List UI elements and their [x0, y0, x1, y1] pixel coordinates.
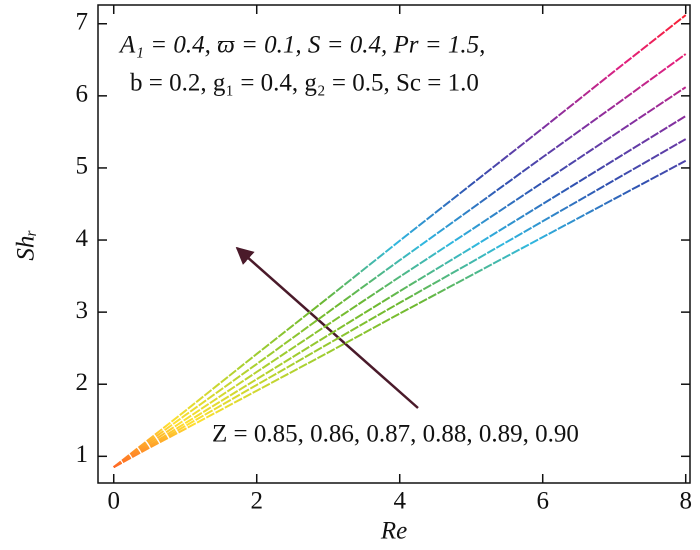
y-tick-label: 3 [76, 297, 89, 324]
y-tick-label: 6 [76, 81, 89, 108]
y-tick-label: 2 [76, 369, 89, 396]
line [113, 14, 687, 468]
y-tick-label: 7 [76, 8, 89, 35]
x-tick-label: 6 [536, 488, 549, 515]
arrow [235, 246, 419, 409]
y-tick-label: 1 [76, 441, 89, 468]
plot-frame [97, 4, 691, 484]
line [113, 138, 687, 469]
line [113, 159, 687, 469]
line [113, 53, 687, 468]
y-tick-label: 4 [76, 225, 89, 252]
x-tick-label: 4 [393, 488, 406, 515]
annotation: Z = 0.85, 0.86, 0.87, 0.88, 0.89, 0.90 [212, 421, 579, 448]
annotation: b = 0.2, g₁ = 0.4, g₂ = 0.5, Sc = 1.0 [130, 70, 479, 97]
line [113, 86, 687, 468]
x-tick-label: 8 [679, 488, 692, 515]
x-tick-label: 2 [250, 488, 263, 515]
x-tick-label: 0 [107, 488, 120, 515]
line [113, 115, 687, 468]
y-axis-label: Shᵣ [13, 229, 40, 260]
y-tick-label: 5 [76, 153, 89, 180]
annotation: A₁ = 0.4, ϖ = 0.1, S = 0.4, Pr = 1.5, [118, 32, 485, 59]
x-axis-label: Re [380, 518, 407, 545]
